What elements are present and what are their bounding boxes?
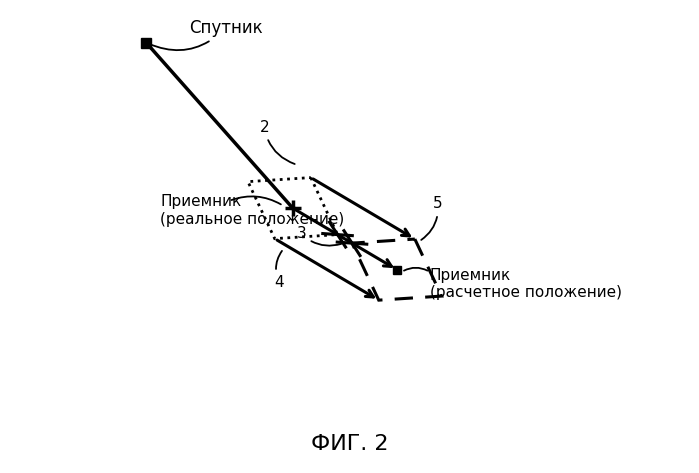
Text: 2: 2	[259, 120, 295, 164]
Text: Приемник
(расчетное положение): Приемник (расчетное положение)	[430, 268, 622, 300]
Text: Спутник: Спутник	[149, 19, 262, 50]
Text: ФИГ. 2: ФИГ. 2	[311, 434, 388, 454]
Text: Приемник
(реальное положение): Приемник (реальное положение)	[160, 194, 345, 227]
Text: 4: 4	[274, 251, 284, 289]
Text: 5: 5	[421, 196, 442, 240]
Text: 3: 3	[296, 226, 341, 245]
